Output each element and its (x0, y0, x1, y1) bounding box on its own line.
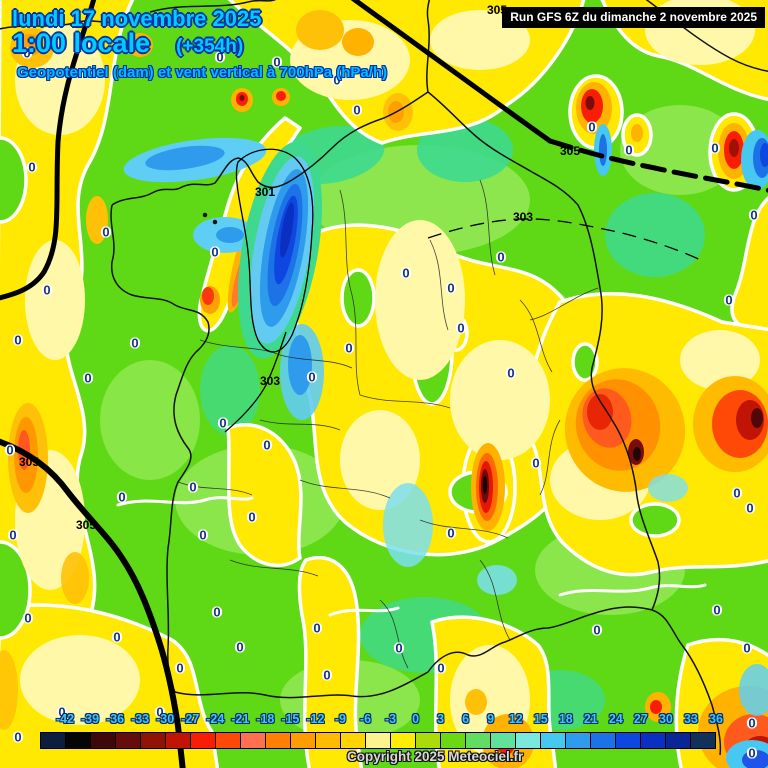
map-date: lundi 17 novembre 2025 (12, 6, 262, 31)
colorbar-cell (641, 733, 666, 748)
colorbar-cell (191, 733, 216, 748)
colorbar-cell (316, 733, 341, 748)
colorbar-cell (666, 733, 691, 748)
colorbar-scale-value: 21 (583, 712, 598, 726)
colorbar-cell (516, 733, 541, 748)
colorbar-cell (266, 733, 291, 748)
colorbar-cell (691, 733, 715, 748)
colorbar-scale-value: -27 (181, 712, 200, 726)
map-time: 1:00 locale (+354h) (12, 28, 243, 59)
colorbar-cell (116, 733, 141, 748)
colorbar-cell (616, 733, 641, 748)
local-time: 1:00 locale (12, 28, 151, 58)
colorbar-cell (91, 733, 116, 748)
colorbar-scale-value: -3 (384, 712, 397, 726)
colorbar-cell (141, 733, 166, 748)
colorbar-cell (541, 733, 566, 748)
colorbar-scale-value: -9 (334, 712, 346, 726)
colorbar-cell (241, 733, 266, 748)
colorbar-cell (291, 733, 316, 748)
colorbar-cell (491, 733, 516, 748)
colorbar-scale-value: -36 (106, 712, 125, 726)
colorbar-scale-value: 12 (508, 712, 523, 726)
colorbar-cell (566, 733, 591, 748)
colorbar-scale-value: 33 (684, 712, 698, 726)
colorbar-scale-value: 0 (412, 712, 420, 726)
colorbar-scale-value: -33 (131, 712, 150, 726)
colorbar-cell (466, 733, 491, 748)
colorbar-cell (216, 733, 241, 748)
colorbar-cell (41, 733, 66, 748)
colorbar-scale-value: -30 (156, 712, 175, 726)
map-parameter-subtitle: Geopotentiel (dam) et vent vertical à 70… (17, 64, 388, 81)
colorbar-scale-value: -39 (81, 712, 100, 726)
colorbar-cell (166, 733, 191, 748)
updraft-blue-blob (237, 141, 324, 420)
colorbar-scale-value: 24 (608, 712, 623, 726)
colorbar-cell (366, 733, 391, 748)
colorbar-scale-value: 18 (558, 712, 573, 726)
colorbar-cell (391, 733, 416, 748)
colorbar-scale-value: 27 (633, 712, 648, 726)
colorbar (40, 732, 716, 749)
copyright-text: Copyright 2025 Meteociel.fr (347, 749, 524, 764)
colorbar-scale-value: -12 (306, 712, 325, 726)
colorbar-scale-value: 36 (709, 712, 723, 726)
colorbar-cell (591, 733, 616, 748)
zero-contour-lines (116, 496, 707, 617)
colorbar-cell (441, 733, 466, 748)
colorbar-cell (341, 733, 366, 748)
colorbar-scale-value: -6 (359, 712, 372, 726)
colorbar-cell (416, 733, 441, 748)
colorbar-scale-value: -15 (281, 712, 300, 726)
pale-yellow-cores (15, 0, 760, 755)
colorbar-scale-value: -18 (256, 712, 275, 726)
colorbar-cell (66, 733, 91, 748)
colorbar-scale-value: 15 (533, 712, 548, 726)
colorbar-scale-value: 6 (462, 712, 470, 726)
colorbar-scale-labels: -42 -39 -36 -33 -30 -27 -24 -21 -18 -15 -12 -9 -6 -3 0… (40, 712, 723, 727)
colorbar-scale-value: 9 (487, 712, 495, 726)
cyan-patches (123, 124, 768, 768)
forecast-offset: (+354h) (176, 36, 244, 57)
department-borders (177, 179, 599, 669)
colorbar-scale-value: -21 (231, 712, 250, 726)
colorbar-scale-value: 30 (658, 712, 673, 726)
geopotential-contours-thin (224, 148, 706, 433)
model-run-info: Run GFS 6Z du dimanche 2 novembre 2025 (502, 7, 765, 28)
colorbar-scale-value: -42 (55, 712, 75, 726)
colorbar-scale-value: -24 (206, 712, 225, 726)
colorbar-scale-value: 3 (437, 712, 445, 726)
